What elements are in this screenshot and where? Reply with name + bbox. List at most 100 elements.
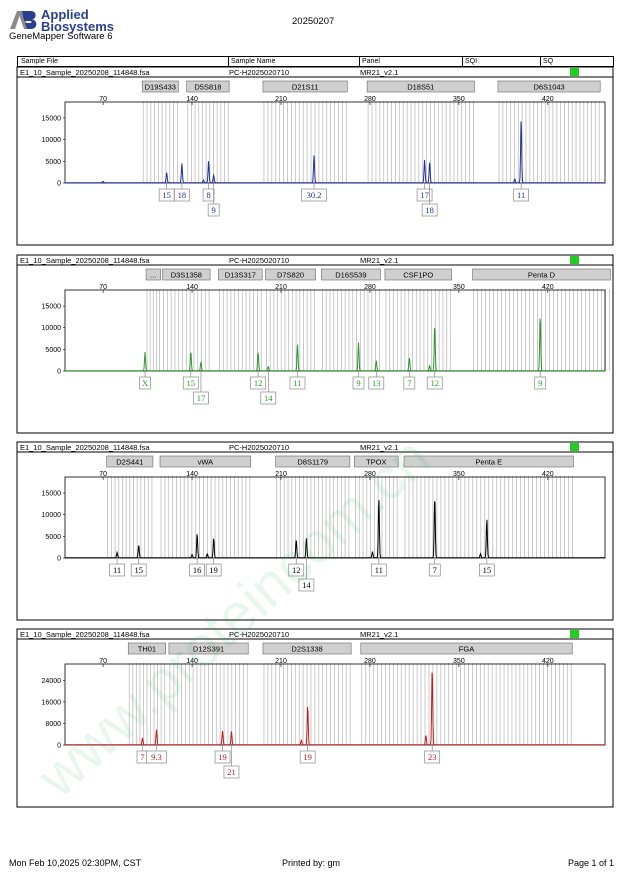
marker-label: D21S11 <box>292 83 319 92</box>
allele-call: 7 <box>407 378 411 388</box>
allele-call-box <box>478 563 495 577</box>
panel-sample-name: PC-H2025020710 <box>229 443 289 452</box>
sq-status-indicator <box>570 443 579 451</box>
footer-printed-at: Mon Feb 10,2025 02:30PM, CST <box>9 858 142 868</box>
marker-bar <box>321 268 381 281</box>
panel-sample-name: PC-H2025020710 <box>229 256 289 265</box>
allele-call: 15 <box>483 565 492 575</box>
trace-red <box>65 672 605 746</box>
allele-call: 30.2 <box>307 190 322 200</box>
allele-call: 11 <box>517 190 525 200</box>
x-tick-label: 70 <box>99 96 107 103</box>
panel-sample-file: E1_10_Sample_20250208_114848.fsa <box>20 443 150 452</box>
x-tick-label: 350 <box>453 471 465 478</box>
allele-call-box <box>289 376 306 390</box>
app-name: GeneMapper Software 6 <box>9 31 113 42</box>
marker-bar <box>262 642 352 655</box>
x-tick-label: 280 <box>364 284 376 291</box>
allele-call-box <box>205 563 222 577</box>
y-tick-label: 15000 <box>42 304 62 311</box>
allele-call-box <box>288 563 305 577</box>
allele-call: 19 <box>303 752 312 762</box>
allele-call-box <box>368 376 385 390</box>
marker-bar <box>162 268 211 281</box>
allele-call: 19 <box>209 565 218 575</box>
marker-label: D3S1358 <box>171 271 202 280</box>
allele-call: 12 <box>430 378 439 388</box>
allele-call: 14 <box>264 393 273 403</box>
x-tick-label: 210 <box>275 471 287 478</box>
trace-green <box>65 318 605 372</box>
column-panel: Panel <box>362 58 380 65</box>
panel-sample-file: E1_10_Sample_20250208_114848.fsa <box>20 630 150 639</box>
allele-call: 13 <box>372 378 381 388</box>
y-tick-label: 0 <box>57 369 61 376</box>
marker-bar <box>354 455 399 468</box>
marker-label: CSF1PO <box>403 271 433 280</box>
marker-bar <box>360 642 573 655</box>
allele-call-box <box>298 578 315 592</box>
allele-call-box <box>424 750 441 764</box>
allele-call: 23 <box>428 752 437 762</box>
allele-call: 18 <box>178 190 187 200</box>
allele-call: X <box>142 378 148 388</box>
y-tick-label: 0 <box>57 181 61 188</box>
marker-bar <box>141 80 179 93</box>
x-tick-label: 280 <box>364 658 376 665</box>
allele-call-box <box>193 391 209 405</box>
plot-area <box>64 101 606 184</box>
y-tick-label: 5000 <box>45 534 61 541</box>
x-tick-label: 70 <box>99 471 107 478</box>
column-sq: SQ <box>543 58 554 65</box>
marker-bar <box>472 268 611 281</box>
allele-call: 11 <box>113 565 121 575</box>
marker-bar <box>497 80 601 93</box>
allele-call-box <box>421 203 438 217</box>
brand-line-1: Applied <box>41 7 89 22</box>
y-tick-label: 15000 <box>42 491 62 498</box>
panel-sample-file: E1_10_Sample_20250208_114848.fsa <box>20 256 150 265</box>
marker-bar <box>127 642 166 655</box>
trace-black <box>65 500 605 559</box>
allele-call-box <box>370 563 387 577</box>
panel-sample-name: PC-H2025020710 <box>229 630 289 639</box>
x-tick-label: 210 <box>275 96 287 103</box>
y-tick-label: 5000 <box>45 159 61 166</box>
allele-call: 14 <box>302 580 311 590</box>
panel-name: MR21_v2.1 <box>360 256 398 265</box>
panel-frame <box>16 66 614 246</box>
x-tick-label: 350 <box>453 284 465 291</box>
x-tick-label: 420 <box>542 471 554 478</box>
allele-call-box <box>299 750 316 764</box>
allele-call-box <box>189 563 205 577</box>
panel-name: MR21_v2.1 <box>360 630 398 639</box>
y-tick-label: 0 <box>57 743 61 750</box>
allele-call: 19 <box>218 752 227 762</box>
y-tick-label: 10000 <box>42 512 62 519</box>
allele-call-box <box>139 376 151 390</box>
panel-black: E1_10_Sample_20250208_114848.fsa PC-H2025… <box>16 441 614 621</box>
allele-call-box <box>513 188 529 202</box>
allele-call-box <box>534 376 547 390</box>
trace-blue <box>65 121 605 184</box>
x-tick-label: 140 <box>186 284 198 291</box>
panel-blue: E1_10_Sample_20250208_114848.fsa PC-H2025… <box>16 66 614 246</box>
y-tick-label: 24000 <box>42 678 62 685</box>
marker-bar <box>262 80 348 93</box>
x-tick-label: 140 <box>186 471 198 478</box>
allele-call-box <box>174 188 190 202</box>
marker-label: D6S1043 <box>533 83 564 92</box>
panel-frame <box>16 441 614 621</box>
y-tick-label: 10000 <box>42 137 62 144</box>
marker-label: D7S820 <box>277 271 304 280</box>
allele-call-box <box>182 376 199 390</box>
allele-call-box <box>146 750 167 764</box>
panel-name: MR21_v2.1 <box>360 443 398 452</box>
marker-bar <box>168 642 249 655</box>
sq-status-indicator <box>570 630 579 638</box>
allele-call: 21 <box>227 767 236 777</box>
footer-printed-by: Printed by: gm <box>282 858 341 868</box>
panel-sample-name: PC-H2025020710 <box>229 68 289 77</box>
x-tick-label: 420 <box>542 658 554 665</box>
allele-call-box <box>426 376 443 390</box>
